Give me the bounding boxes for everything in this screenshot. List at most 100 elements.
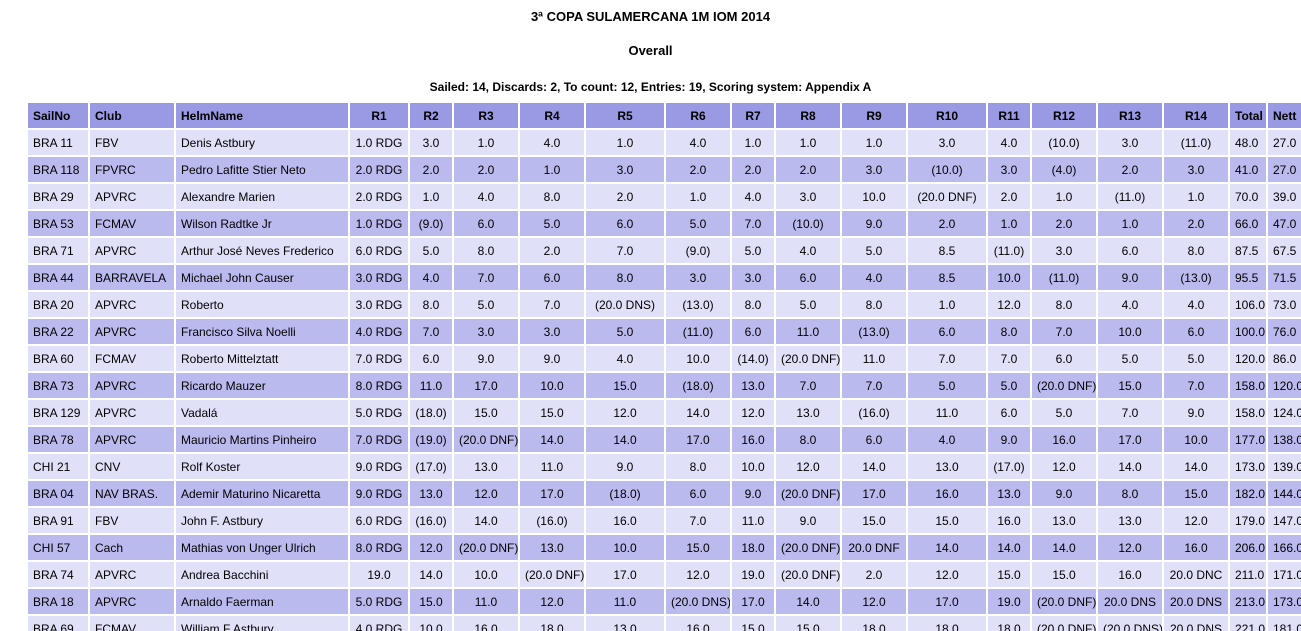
cell: (20.0 DNS) [1098, 616, 1162, 631]
cell: 10.0 [988, 265, 1030, 290]
table-row: BRA 22 APVRC Francisco Silva Noelli 4.0 RDG… [28, 319, 1301, 344]
cell: 7.0 RDG [350, 427, 408, 452]
cell: (18.0) [666, 373, 730, 398]
cell: 1.0 [776, 130, 840, 155]
cell: 6.0 [1164, 319, 1228, 344]
cell: 27.0 [1268, 157, 1301, 182]
cell: 15.0 [1164, 481, 1228, 506]
cell: 5.0 [1032, 400, 1096, 425]
cell: Vadalá [176, 400, 348, 425]
cell: FCMAV [90, 616, 174, 631]
cell: 4.0 [842, 265, 906, 290]
cell: 158.0 [1230, 400, 1266, 425]
cell: 12.0 [842, 589, 906, 614]
cell: 8.0 RDG [350, 535, 408, 560]
cell: (18.0) [410, 400, 452, 425]
column-header-r14: R14 [1164, 103, 1228, 128]
cell: 15.0 [1032, 562, 1096, 587]
cell: 7.0 [988, 346, 1030, 371]
cell: 1.0 [1032, 184, 1096, 209]
cell: 213.0 [1230, 589, 1266, 614]
cell: 6.0 [842, 427, 906, 452]
table-row: BRA 18 APVRC Arnaldo Faerman 5.0 RDG 15.0 11.… [28, 589, 1301, 614]
cell: 179.0 [1230, 508, 1266, 533]
cell: 5.0 [842, 238, 906, 263]
cell: Cach [90, 535, 174, 560]
cell: 6.0 [454, 211, 518, 236]
cell: 9.0 [520, 346, 584, 371]
cell: 14.0 [586, 427, 664, 452]
cell: 12.0 [520, 589, 584, 614]
cell: 15.0 [666, 535, 730, 560]
cell: 14.0 [1098, 454, 1162, 479]
cell: 7.0 [666, 508, 730, 533]
column-header-r12: R12 [1032, 103, 1096, 128]
cell: 8.0 [732, 292, 774, 317]
cell: Pedro Lafitte Stier Neto [176, 157, 348, 182]
cell: Michael John Causer [176, 265, 348, 290]
cell: 15.0 [908, 508, 986, 533]
cell: Mathias von Unger Ulrich [176, 535, 348, 560]
cell: 16.0 [908, 481, 986, 506]
cell: 9.0 [988, 427, 1030, 452]
cell: 15.0 [586, 373, 664, 398]
cell: 20.0 DNS [1164, 589, 1228, 614]
table-row: BRA 78 APVRC Mauricio Martins Pinheiro 7.0 … [28, 427, 1301, 452]
cell: (20.0 DNF) [776, 562, 840, 587]
column-header-r10: R10 [908, 103, 986, 128]
cell: 10.0 [454, 562, 518, 587]
cell: 5.0 [454, 292, 518, 317]
cell: 5.0 [908, 373, 986, 398]
cell: 7.0 [1164, 373, 1228, 398]
cell: 11.0 [410, 373, 452, 398]
cell: 1.0 [666, 184, 730, 209]
cell: Ricardo Mauzer [176, 373, 348, 398]
cell: BRA 22 [28, 319, 88, 344]
cell: 13.0 [454, 454, 518, 479]
cell: 1.0 [454, 130, 518, 155]
cell: 8.0 [988, 319, 1030, 344]
table-row: BRA 71 APVRC Arthur José Neves Frederico 6.… [28, 238, 1301, 263]
cell: 4.0 RDG [350, 319, 408, 344]
cell: 87.5 [1230, 238, 1266, 263]
column-header-r9: R9 [842, 103, 906, 128]
column-header-r5: R5 [586, 103, 664, 128]
cell: (20.0 DNF) [776, 346, 840, 371]
cell: 9.0 RDG [350, 454, 408, 479]
cell: (9.0) [666, 238, 730, 263]
cell: 4.0 [908, 427, 986, 452]
cell: 5.0 [1098, 346, 1162, 371]
cell: 15.0 [454, 400, 518, 425]
cell: (20.0 DNF) [776, 481, 840, 506]
cell: 10.0 [1098, 319, 1162, 344]
cell: BRA 20 [28, 292, 88, 317]
cell: APVRC [90, 184, 174, 209]
cell: 2.0 [776, 157, 840, 182]
cell: 4.0 [732, 184, 774, 209]
cell: 181.0 [1268, 616, 1301, 631]
column-header-r8: R8 [776, 103, 840, 128]
cell: 10.0 [1164, 427, 1228, 452]
cell: 166.0 [1268, 535, 1301, 560]
cell: 8.0 RDG [350, 373, 408, 398]
cell: 158.0 [1230, 373, 1266, 398]
cell: APVRC [90, 373, 174, 398]
cell: 12.0 [454, 481, 518, 506]
cell: 11.0 [520, 454, 584, 479]
cell: 7.0 [454, 265, 518, 290]
cell: 13.0 [1032, 508, 1096, 533]
cell: 7.0 [1032, 319, 1096, 344]
cell: (17.0) [988, 454, 1030, 479]
table-row: BRA 91 FBV John F. Astbury 6.0 RDG (16.0) 14.… [28, 508, 1301, 533]
cell: (20.0 DNF) [776, 535, 840, 560]
cell: 11.0 [454, 589, 518, 614]
cell: 1.0 [988, 211, 1030, 236]
cell: 12.0 [1098, 535, 1162, 560]
cell: 6.0 [520, 265, 584, 290]
cell: 67.5 [1268, 238, 1301, 263]
cell: 171.0 [1268, 562, 1301, 587]
table-row: BRA 44 BARRAVELA Michael John Causer 3.0 RD… [28, 265, 1301, 290]
cell: 5.0 [520, 211, 584, 236]
cell: BRA 74 [28, 562, 88, 587]
cell: 18.0 [520, 616, 584, 631]
